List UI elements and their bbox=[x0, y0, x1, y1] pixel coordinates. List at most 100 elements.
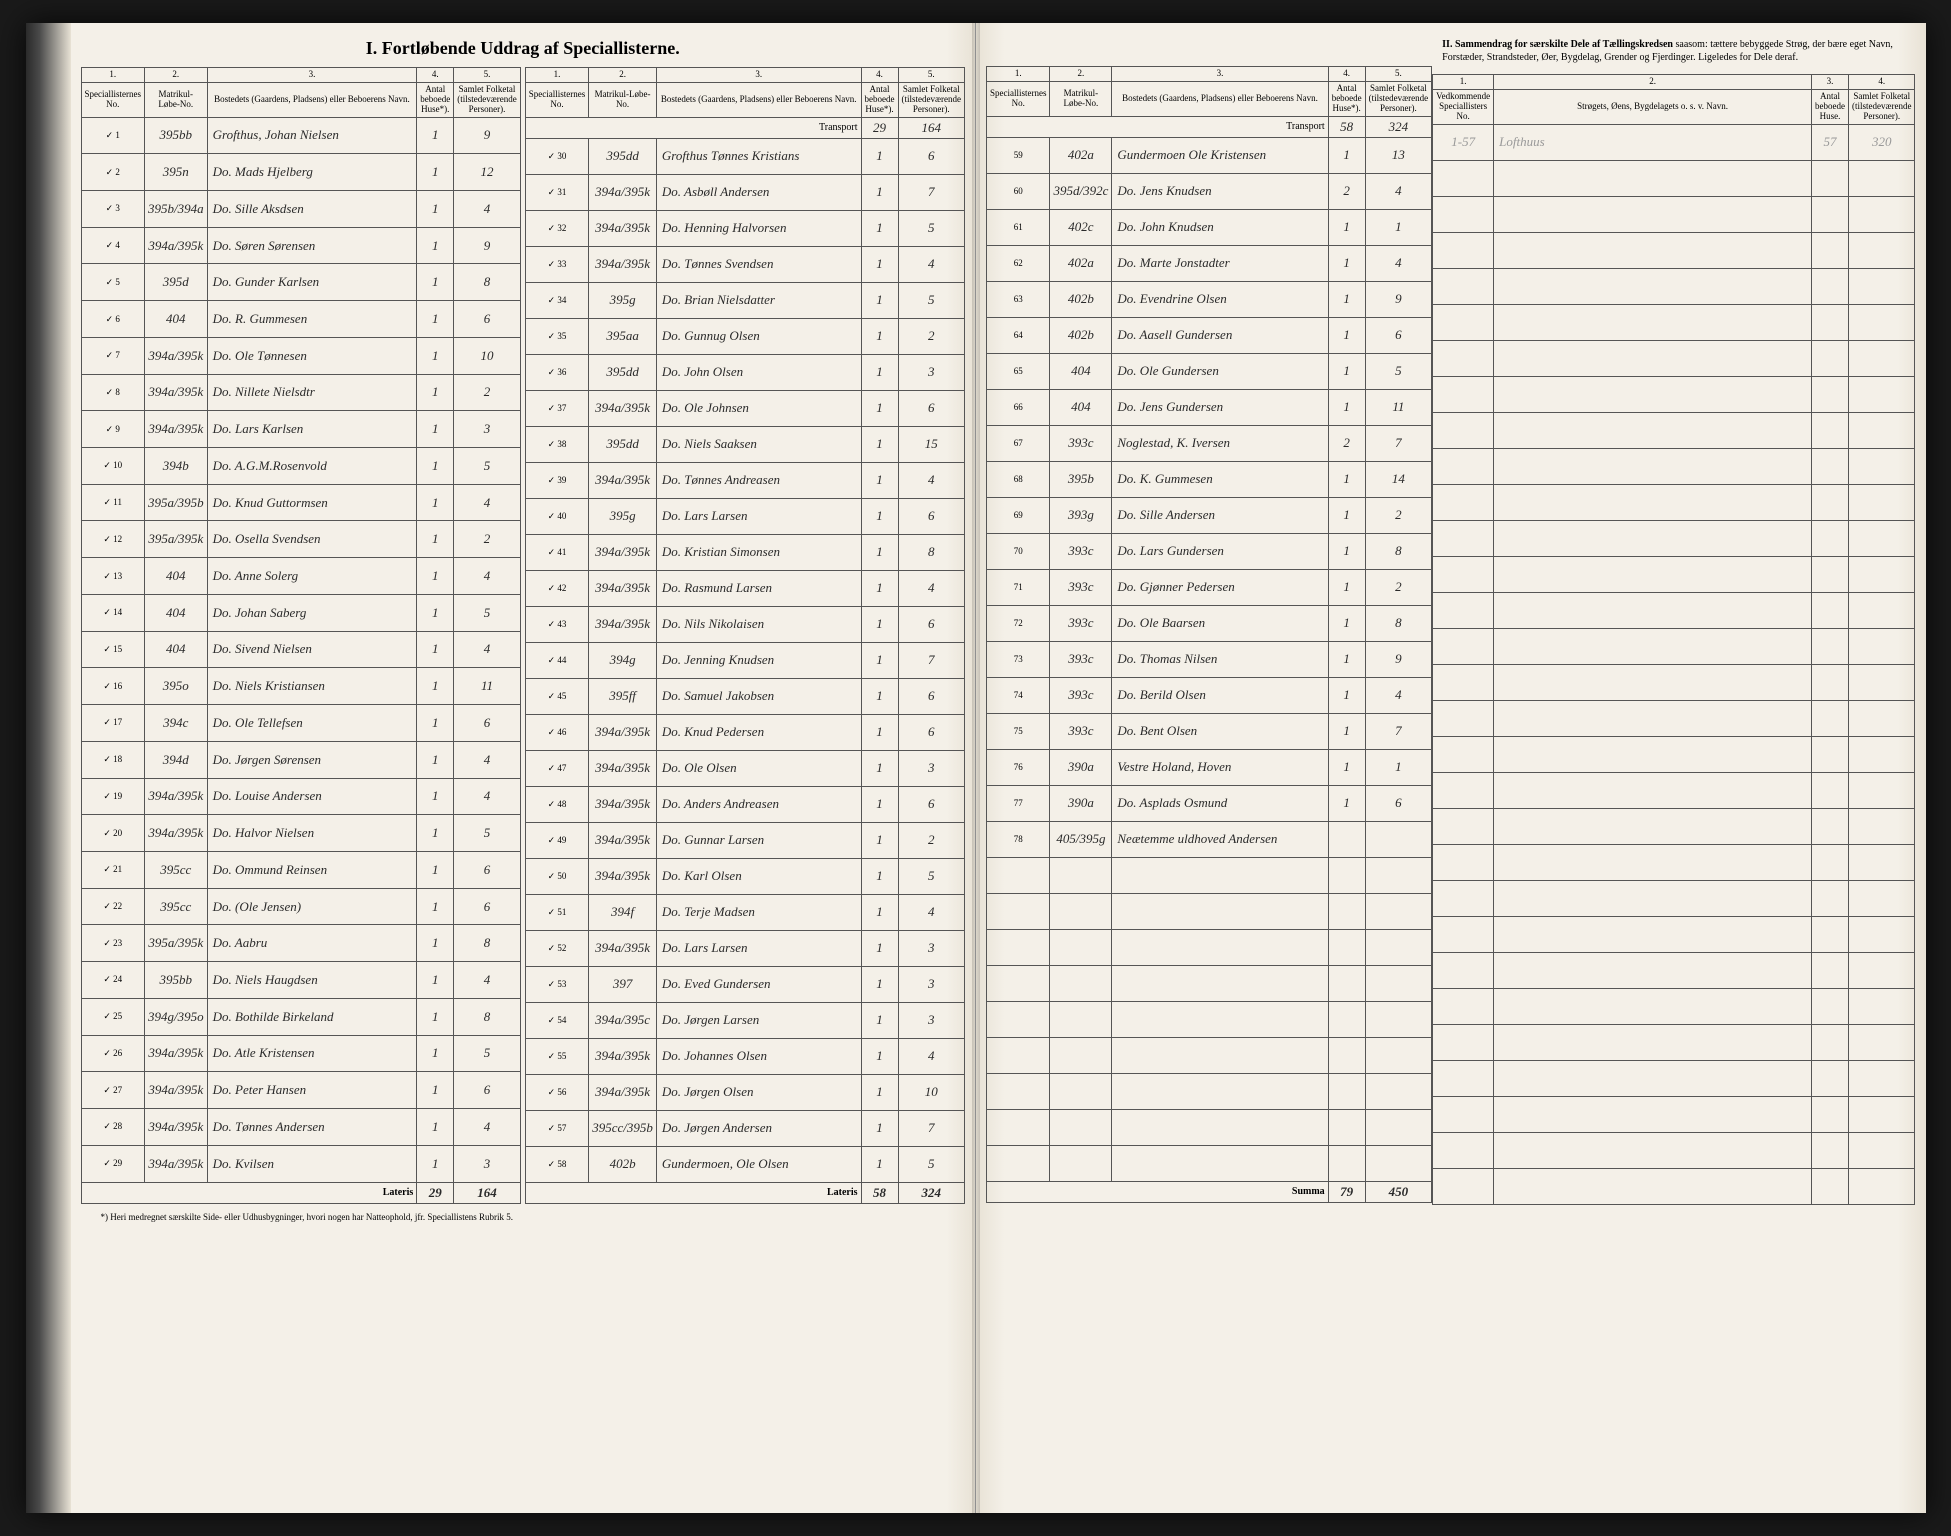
table-row: 60 395d/392c Do. Jens Knudsen 2 4 bbox=[987, 173, 1432, 209]
hdr-bosted: Bostedets (Gaardens, Pladsens) eller Beb… bbox=[1112, 81, 1328, 116]
row-folk: 2 bbox=[454, 374, 520, 411]
row-folk: 6 bbox=[898, 786, 964, 822]
table-row: ✓ 41 394a/395k Do. Kristian Simonsen 1 8 bbox=[525, 534, 964, 570]
row-num: ✓ 27 bbox=[81, 1072, 144, 1109]
row-huse: 1 bbox=[417, 668, 454, 705]
row-num: ✓ 47 bbox=[525, 750, 588, 786]
transport-label: Transport bbox=[525, 117, 861, 138]
transport-f: 324 bbox=[1365, 116, 1431, 137]
row-folk: 8 bbox=[454, 925, 520, 962]
row-num: ✓ 23 bbox=[81, 925, 144, 962]
empty-row bbox=[1433, 1168, 1915, 1204]
row-huse: 1 bbox=[417, 705, 454, 742]
row-huse: 2 bbox=[1328, 173, 1365, 209]
table-row: ✓ 57 395cc/395b Do. Jørgen Andersen 1 7 bbox=[525, 1110, 964, 1146]
row-bosted: Do. Sivend Nielsen bbox=[207, 631, 417, 668]
hdr-num: 1. bbox=[525, 68, 588, 83]
row-matr: 395dd bbox=[589, 426, 657, 462]
row-folk: 9 bbox=[454, 227, 520, 264]
row-matr: 394a/395k bbox=[589, 750, 657, 786]
row-bosted: Do. Bothilde Birkeland bbox=[207, 998, 417, 1035]
row-huse: 1 bbox=[417, 888, 454, 925]
row-num: ✓ 29 bbox=[81, 1145, 144, 1182]
row-bosted: Do. Gunnar Larsen bbox=[656, 822, 861, 858]
row-num: ✓ 36 bbox=[525, 354, 588, 390]
row-matr: 394a/395k bbox=[144, 1072, 207, 1109]
row-bosted: Do. Atle Kristensen bbox=[207, 1035, 417, 1072]
row-num: ✓ 43 bbox=[525, 606, 588, 642]
row-num: ✓ 25 bbox=[81, 998, 144, 1035]
hdr-num: 4. bbox=[1328, 67, 1365, 82]
row-bosted: Do. Jens Knudsen bbox=[1112, 173, 1328, 209]
hdr-num: 1. bbox=[987, 67, 1050, 82]
row-matr: 394g bbox=[589, 642, 657, 678]
table-row: ✓ 46 394a/395k Do. Knud Pedersen 1 6 bbox=[525, 714, 964, 750]
table-row: 77 390a Do. Asplads Osmund 1 6 bbox=[987, 785, 1432, 821]
row-num: 66 bbox=[987, 389, 1050, 425]
row-bosted: Do. Jørgen Andersen bbox=[656, 1110, 861, 1146]
hdr-num: 3. bbox=[207, 68, 417, 83]
table-row: ✓ 28 394a/395k Do. Tønnes Andersen 1 4 bbox=[81, 1108, 520, 1145]
row-matr: 394a/395c bbox=[589, 1002, 657, 1038]
row-num: ✓ 1 bbox=[81, 117, 144, 154]
row-folk: 3 bbox=[898, 930, 964, 966]
row-folk: 9 bbox=[1365, 641, 1431, 677]
row-bosted: Do. Brian Nielsdatter bbox=[656, 282, 861, 318]
row-huse: 1 bbox=[1328, 353, 1365, 389]
row-huse: 1 bbox=[861, 714, 898, 750]
table-row: ✓ 30 395dd Grofthus Tønnes Kristians 1 6 bbox=[525, 138, 964, 174]
row-huse: 1 bbox=[1328, 497, 1365, 533]
row-bosted: Do. A.G.M.Rosenvold bbox=[207, 448, 417, 485]
row-folk: 6 bbox=[454, 888, 520, 925]
row-huse: 1 bbox=[861, 426, 898, 462]
row-bosted: Do. Tønnes Svendsen bbox=[656, 246, 861, 282]
row-num: ✓ 4 bbox=[81, 227, 144, 264]
row-matr: 402a bbox=[1050, 245, 1112, 281]
row-bosted: Do. Terje Madsen bbox=[656, 894, 861, 930]
row-matr: 402b bbox=[1050, 317, 1112, 353]
row-folk: 2 bbox=[454, 521, 520, 558]
row-num: ✓ 42 bbox=[525, 570, 588, 606]
row-num: ✓ 28 bbox=[81, 1108, 144, 1145]
table-row: ✓ 35 395aa Do. Gunnug Olsen 1 2 bbox=[525, 318, 964, 354]
row-huse: 1 bbox=[417, 1035, 454, 1072]
row-folk: 2 bbox=[1365, 497, 1431, 533]
row-folk: 2 bbox=[898, 822, 964, 858]
row-huse: 1 bbox=[1328, 785, 1365, 821]
row-matr: 404 bbox=[144, 594, 207, 631]
row-folk: 8 bbox=[898, 534, 964, 570]
row-folk: 3 bbox=[898, 966, 964, 1002]
row-matr: 395d/392c bbox=[1050, 173, 1112, 209]
table-row: ✓ 53 397 Do. Eved Gundersen 1 3 bbox=[525, 966, 964, 1002]
row-num: ✓ 16 bbox=[81, 668, 144, 705]
row-matr: 394a/395k bbox=[144, 227, 207, 264]
row-matr: 394a/395k bbox=[589, 606, 657, 642]
empty-row bbox=[1433, 880, 1915, 916]
row-bosted: Do. Lars Larsen bbox=[656, 930, 861, 966]
row-huse: 1 bbox=[417, 1145, 454, 1182]
row-bosted: Do. Karl Olsen bbox=[656, 858, 861, 894]
row-bosted: Do. Kristian Simonsen bbox=[656, 534, 861, 570]
empty-row bbox=[1433, 808, 1915, 844]
row-num: ✓ 51 bbox=[525, 894, 588, 930]
hdr-num: 2. bbox=[1494, 75, 1812, 90]
row-num: 61 bbox=[987, 209, 1050, 245]
row-folk: 6 bbox=[454, 705, 520, 742]
row-bosted: Vestre Holand, Hoven bbox=[1112, 749, 1328, 785]
row-bosted: Do. Asbøll Andersen bbox=[656, 174, 861, 210]
row-folk: 10 bbox=[454, 337, 520, 374]
row-folk: 8 bbox=[454, 264, 520, 301]
row-num: 69 bbox=[987, 497, 1050, 533]
row-huse: 1 bbox=[861, 174, 898, 210]
row-num: 60 bbox=[987, 173, 1050, 209]
table-row: 64 402b Do. Aasell Gundersen 1 6 bbox=[987, 317, 1432, 353]
sum-folk: 320 bbox=[1849, 124, 1915, 160]
row-folk: 1 bbox=[1365, 749, 1431, 785]
row-bosted: Gundermoen, Ole Olsen bbox=[656, 1146, 861, 1182]
empty-row bbox=[987, 929, 1432, 965]
table-row: ✓ 39 394a/395k Do. Tønnes Andreasen 1 4 bbox=[525, 462, 964, 498]
row-num: ✓ 41 bbox=[525, 534, 588, 570]
row-folk: 4 bbox=[898, 894, 964, 930]
row-num: ✓ 50 bbox=[525, 858, 588, 894]
row-num: ✓ 24 bbox=[81, 962, 144, 999]
